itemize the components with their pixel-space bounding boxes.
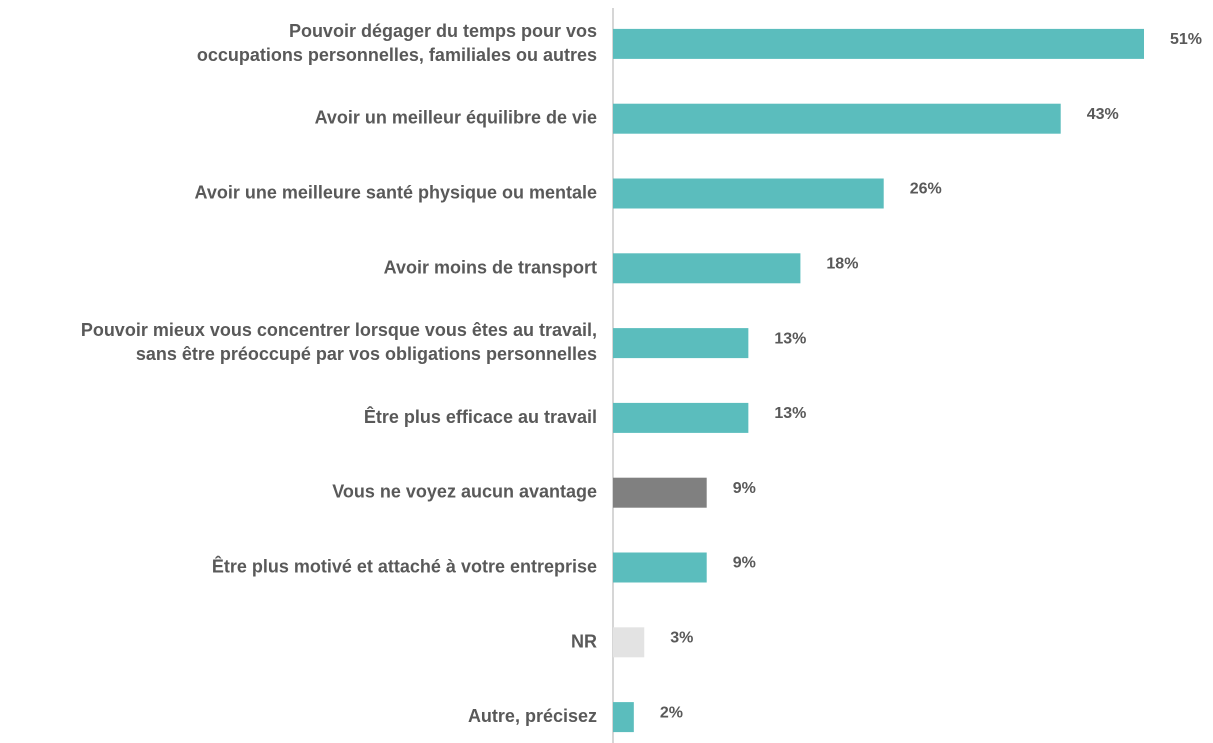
category-label: Autre, précisez xyxy=(468,706,597,726)
category-label: NR xyxy=(571,631,597,651)
category-label-line: Vous ne voyez aucun avantage xyxy=(332,481,597,501)
category-label-line: sans être préoccupé par vos obligations … xyxy=(136,344,597,364)
value-label: 3% xyxy=(670,630,693,647)
category-label: Être plus efficace au travail xyxy=(364,406,597,427)
category-label: Vous ne voyez aucun avantage xyxy=(332,481,597,501)
category-label: Avoir un meilleur équilibre de vie xyxy=(315,107,597,127)
category-label: Pouvoir mieux vous concentrer lorsque vo… xyxy=(81,320,597,364)
category-label-line: NR xyxy=(571,631,597,651)
bar xyxy=(613,253,801,284)
category-label-line: occupations personnelles, familiales ou … xyxy=(197,45,597,65)
bar xyxy=(613,702,634,733)
value-label: 9% xyxy=(733,480,756,497)
bar xyxy=(613,28,1144,59)
value-label: 18% xyxy=(826,256,858,273)
value-label: 9% xyxy=(733,555,756,572)
category-label: Avoir moins de transport xyxy=(384,257,597,277)
bar xyxy=(613,402,749,433)
category-label-line: Pouvoir mieux vous concentrer lorsque vo… xyxy=(81,320,597,340)
category-label-line: Être plus efficace au travail xyxy=(364,406,597,427)
value-label: 13% xyxy=(774,405,806,422)
bar xyxy=(613,328,749,359)
category-label-line: Avoir une meilleure santé physique ou me… xyxy=(195,182,597,202)
value-label: 51% xyxy=(1170,31,1202,48)
value-label: 26% xyxy=(910,181,942,198)
category-label: Avoir une meilleure santé physique ou me… xyxy=(195,182,597,202)
value-label: 43% xyxy=(1087,106,1119,123)
bar xyxy=(613,552,707,583)
category-label: Être plus motivé et attaché à votre entr… xyxy=(212,555,597,576)
bar xyxy=(613,627,645,658)
bar xyxy=(613,103,1061,134)
bar xyxy=(613,477,707,508)
value-label: 2% xyxy=(660,704,683,721)
category-label-line: Pouvoir dégager du temps pour vos xyxy=(289,21,597,41)
category-label-line: Avoir un meilleur équilibre de vie xyxy=(315,107,597,127)
bar xyxy=(613,178,884,209)
category-label-line: Être plus motivé et attaché à votre entr… xyxy=(212,555,597,576)
category-label-line: Avoir moins de transport xyxy=(384,257,597,277)
category-label-line: Autre, précisez xyxy=(468,706,597,726)
value-label: 13% xyxy=(774,330,806,347)
category-label: Pouvoir dégager du temps pour vos occupat… xyxy=(197,21,597,65)
